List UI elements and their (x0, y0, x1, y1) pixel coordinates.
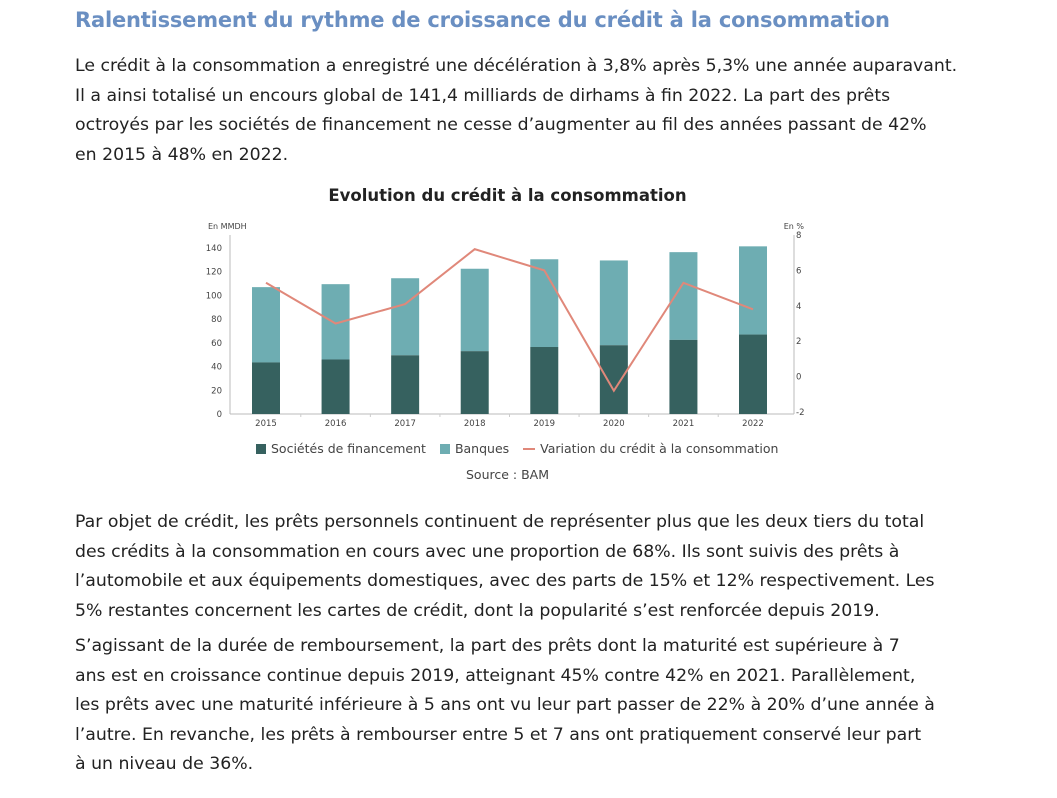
text-line: les prêts avec une maturité inférieure à… (75, 695, 935, 715)
y-tick-label: 0 (217, 410, 222, 420)
y-axis-label-left: En MMDH (208, 222, 247, 231)
y-tick-label: 20 (211, 386, 222, 396)
legend-item-societes: Sociétés de financement (256, 441, 426, 456)
legend-label: Banques (454, 441, 510, 456)
text-line: octroyés par les sociétés de financement… (75, 115, 927, 135)
y-tick-label: 40 (211, 363, 222, 373)
legend-swatch (256, 443, 266, 454)
y-tick-label: 80 (211, 315, 222, 325)
text-line: Par objet de crédit, les prêts personnel… (75, 512, 925, 532)
x-tick-label: 2016 (325, 419, 347, 429)
text-line: Il a ainsi totalisé un encours global de… (75, 85, 891, 106)
legend-swatch (439, 443, 450, 454)
bar-societes (599, 345, 628, 414)
bar-societes (739, 334, 767, 414)
bar-banques (252, 287, 280, 363)
y2-tick-label: -2 (796, 408, 804, 418)
legend-label: Sociétés de financement (271, 441, 426, 456)
text-line: 5% restantes concernent les cartes de cr… (75, 600, 880, 621)
text-line: des crédits à la consommation en cours a… (75, 541, 900, 562)
x-tick-label: 2017 (394, 419, 416, 429)
legend-item-variation: Variation du crédit à la consommation (523, 441, 778, 456)
y2-tick-label: 4 (796, 302, 801, 312)
chart-title: Evolution du crédit à la consommation (328, 186, 687, 205)
chart: En MMDH En % 0 20 40 60 80 100 120 140 -2 0 2 4 6 8 2015… (206, 222, 805, 429)
section-heading: Ralentissement du rythme de croissance d… (75, 8, 890, 32)
text-line: en 2015 à 48% en 2022. (75, 144, 289, 165)
x-tick-label: 2018 (464, 419, 486, 429)
paragraph-3: S’agissant de la durée de remboursement,… (75, 632, 935, 780)
bar-societes (321, 359, 350, 414)
bar-societes (252, 362, 280, 414)
bar-societes (530, 347, 559, 414)
y-tick-label: 100 (206, 291, 222, 301)
text-line: Le crédit à la consommation a enregistré… (75, 56, 958, 76)
bar-societes (460, 351, 489, 414)
y2-tick-label: 2 (796, 337, 801, 347)
legend-label: Variation du crédit à la consommation (540, 441, 779, 456)
bar-banques (530, 259, 559, 348)
y2-tick-label: 8 (796, 231, 801, 241)
text-line: S’agissant de la durée de remboursement,… (75, 636, 900, 656)
bar-banques (391, 278, 420, 356)
paragraph-1: Le crédit à la consommation a enregistré… (75, 52, 957, 170)
x-tick-label: 2015 (255, 419, 277, 429)
bar-societes (669, 339, 698, 414)
y2-tick-label: 6 (796, 266, 801, 276)
y-tick-label: 60 (211, 339, 222, 349)
y2-tick-label: 0 (796, 373, 801, 383)
bar-banques (321, 284, 350, 360)
bar-banques (739, 246, 767, 335)
text-line: ans est en croissance continue depuis 20… (75, 665, 916, 686)
paragraph-2: Par objet de crédit, les prêts personnel… (75, 508, 935, 626)
legend-swatch (523, 447, 536, 450)
legend-item-banques: Banques (439, 441, 510, 456)
x-tick-label: 2021 (673, 419, 695, 429)
y-tick-label: 140 (206, 244, 222, 254)
chart-legend: Sociétés de financement Banques Variatio… (256, 441, 778, 456)
chart-source: Source : BAM (465, 467, 549, 482)
x-tick-label: 2019 (533, 419, 555, 429)
text-line: à un niveau de 36%. (75, 754, 254, 774)
line-variation (265, 248, 754, 393)
x-tick-label: 2020 (603, 419, 625, 429)
x-tick-label: 2022 (742, 419, 764, 429)
bar-societes (391, 355, 420, 414)
y-axis-label-right: En % (784, 222, 805, 231)
y-tick-label: 120 (206, 268, 222, 278)
bar-banques (669, 252, 698, 340)
bar-banques (599, 260, 628, 346)
text-line: l’autre. En revanche, les prêts à rembou… (75, 724, 922, 745)
text-line: l’automobile et aux équipements domestiq… (75, 571, 935, 591)
bar-banques (460, 268, 489, 352)
